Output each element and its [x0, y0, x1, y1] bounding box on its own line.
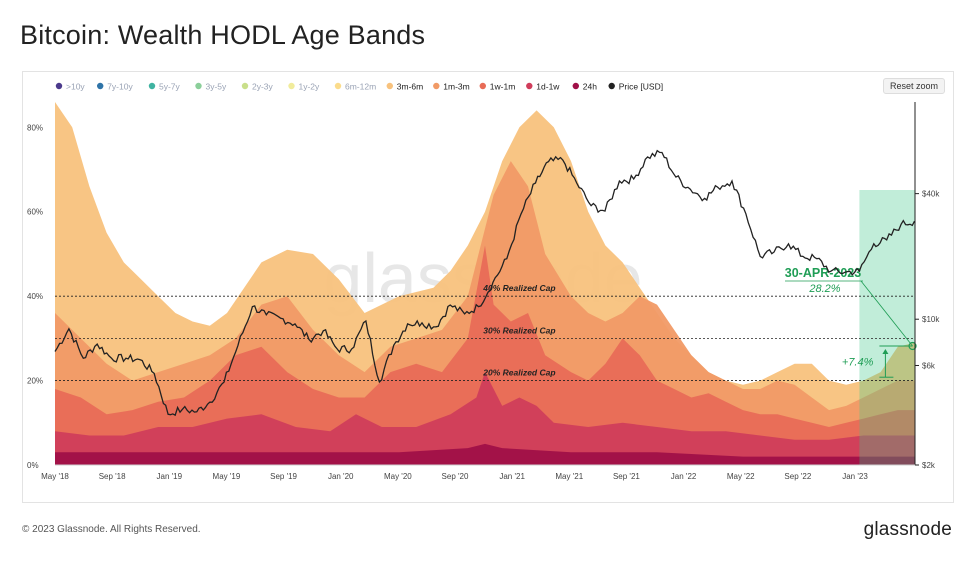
y-tick-left: 60%	[27, 208, 43, 217]
x-tick: Jan '22	[671, 472, 697, 481]
x-tick: Sep '22	[784, 472, 811, 481]
annotations: 30-APR-2023 28.2% +7.4%	[785, 266, 917, 378]
area-1d-1w	[55, 372, 915, 465]
legend-item: >10y	[55, 82, 85, 92]
area-1w-1m	[55, 245, 915, 465]
legend-label: 24h	[583, 82, 597, 92]
annotation-leader	[860, 280, 913, 347]
annotation-delta: +7.4%	[842, 357, 874, 369]
delta-arrow-head	[882, 348, 889, 354]
price-layer	[54, 149, 916, 417]
legend-label: 1m-3m	[443, 82, 469, 92]
highlight-box	[859, 190, 915, 465]
legend-item: 7y-10y	[97, 82, 133, 92]
x-tick: Sep '20	[442, 472, 469, 481]
areas-layer	[55, 102, 915, 465]
x-tick: May '20	[384, 472, 412, 481]
legend-label: 1w-1m	[490, 82, 516, 92]
x-tick: May '18	[41, 472, 69, 481]
legend-item: 1y-2y	[288, 82, 320, 92]
legend-item: 2y-3y	[241, 82, 274, 92]
x-tick: Jan '20	[328, 472, 354, 481]
legend-swatch-icon	[334, 82, 342, 90]
legend-label: 3m-6m	[397, 82, 423, 92]
reference-label: 40% Realized Cap	[482, 283, 555, 293]
chart-panel: Reset zoom >10y 7y-10y 5y-7y 3y-5y 2y-3y 1y-2…	[22, 71, 954, 503]
y-tick-left: 20%	[27, 377, 43, 386]
copyright: © 2023 Glassnode. All Rights Reserved.	[22, 524, 201, 535]
brand-logo: glassnode	[863, 519, 952, 540]
legend-item: 5y-7y	[148, 82, 181, 92]
x-tick: Sep '18	[99, 472, 126, 481]
legend-swatch-icon	[526, 82, 533, 90]
y-tick-left: 40%	[27, 292, 43, 301]
legend-item: 6m-12m	[334, 82, 376, 92]
legend-item: 24h	[572, 82, 597, 92]
hodl-chart: >10y 7y-10y 5y-7y 3y-5y 2y-3y 1y-2y 6m-12m 3m-6…	[27, 82, 940, 482]
y-tick-right: $10k	[922, 315, 940, 324]
legend-swatch-icon	[55, 82, 63, 90]
legend-swatch-icon	[386, 82, 393, 90]
legend-swatch-icon	[479, 82, 486, 90]
legend-label: 5y-7y	[159, 82, 181, 92]
x-tick: Jan '21	[499, 472, 525, 481]
legend-label: 1y-2y	[299, 82, 321, 92]
x-tick: Jan '19	[157, 472, 183, 481]
legend-swatch-icon	[148, 82, 156, 90]
legend-label: Price [USD]	[619, 82, 663, 92]
reset-zoom-button[interactable]: Reset zoom	[882, 78, 945, 94]
price-line	[54, 149, 916, 417]
y-tick-left: 0%	[27, 461, 39, 470]
legend-label: 7y-10y	[107, 82, 133, 92]
reference-label: 20% Realized Cap	[482, 368, 555, 378]
x-tick: May '21	[555, 472, 583, 481]
legend-swatch-icon	[572, 82, 579, 90]
axes-layer: 0% 20% 40% 60% 80% $2k $6k $10k $40k May '18 Sep '…	[27, 102, 940, 481]
reference-label: 30% Realized Cap	[483, 325, 555, 335]
legend-label: 1d-1w	[536, 82, 560, 92]
x-tick: May '22	[727, 472, 755, 481]
legend-swatch-icon	[241, 82, 249, 90]
legend: >10y 7y-10y 5y-7y 3y-5y 2y-3y 1y-2y 6m-12m 3m-6…	[55, 82, 663, 92]
legend-item: 1m-3m	[433, 82, 470, 92]
legend-swatch-icon	[195, 82, 202, 90]
y-tick-right: $40k	[922, 190, 940, 199]
annotation-pct: 28.2%	[808, 283, 840, 295]
legend-swatch-icon	[97, 82, 104, 90]
page-title: Bitcoin: Wealth HODL Age Bands	[20, 20, 426, 50]
x-tick: May '19	[213, 472, 241, 481]
legend-swatch-icon	[288, 82, 295, 90]
x-tick: Sep '21	[613, 472, 640, 481]
y-tick-right: $2k	[922, 461, 936, 470]
legend-label: 2y-3y	[252, 82, 274, 92]
x-tick: Jan '23	[842, 472, 868, 481]
legend-item: 1w-1m	[479, 82, 516, 92]
y-tick-left: 80%	[27, 123, 43, 132]
legend-label: 6m-12m	[345, 82, 376, 92]
legend-swatch-icon	[608, 82, 615, 90]
annotation-date: 30-APR-2023	[785, 266, 861, 280]
reference-lines: 40% Realized Cap 30% Realized Cap 20% Real…	[55, 283, 915, 381]
legend-item: Price [USD]	[608, 82, 663, 92]
x-tick: Sep '19	[270, 472, 297, 481]
legend-item: 3y-5y	[195, 82, 227, 92]
legend-label: 3y-5y	[206, 82, 228, 92]
legend-swatch-icon	[433, 82, 440, 90]
area-24h	[55, 443, 915, 465]
legend-item: 3m-6m	[386, 82, 423, 92]
y-tick-right: $6k	[922, 361, 936, 370]
legend-label: >10y	[66, 82, 85, 92]
legend-item: 1d-1w	[526, 82, 560, 92]
